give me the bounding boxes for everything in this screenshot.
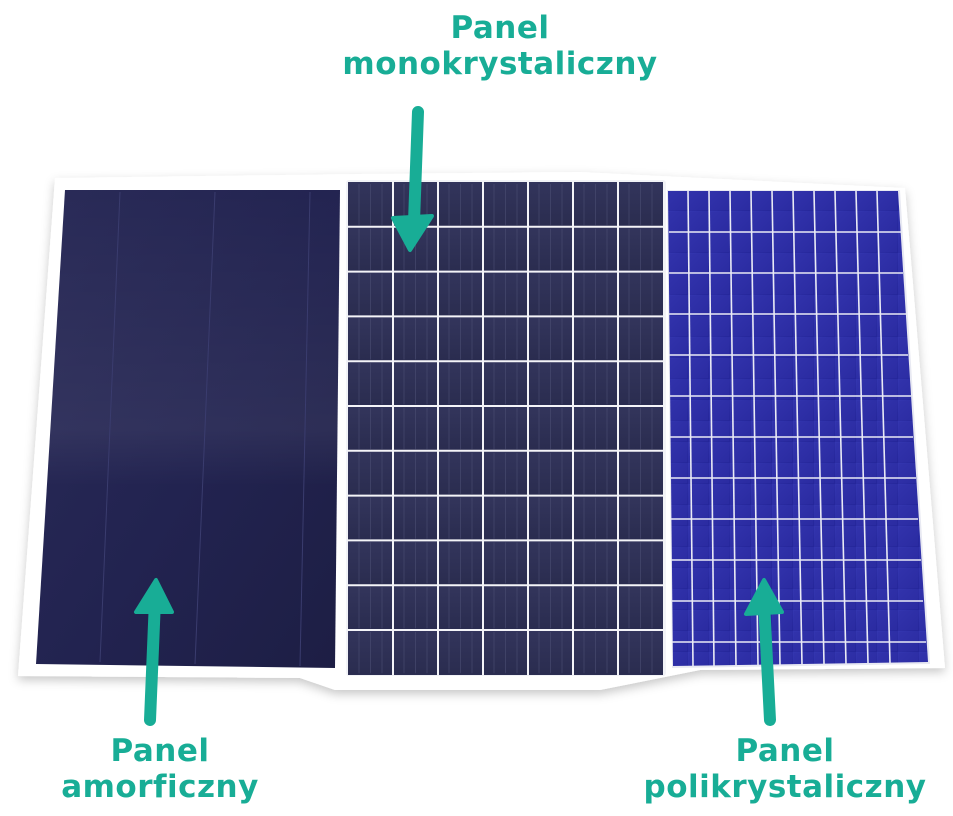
label-poli-line2: polikrystaliczny bbox=[643, 769, 927, 805]
monocrystalline-panel bbox=[346, 180, 666, 676]
label-mono-line1: Panel bbox=[450, 10, 550, 46]
label-mono-line2: monokrystaliczny bbox=[342, 46, 658, 82]
label-monocrystalline: Panel monokrystaliczny bbox=[300, 10, 700, 82]
arrow-down-icon bbox=[391, 106, 434, 252]
label-amorf-line1: Panel bbox=[110, 733, 210, 769]
label-amorf-line2: amorficzny bbox=[61, 769, 259, 805]
label-poli-line1: Panel bbox=[735, 733, 835, 769]
label-polycrystalline: Panel polikrystaliczny bbox=[625, 733, 945, 805]
arrow-up-icon bbox=[744, 578, 784, 726]
label-amorphous: Panel amorficzny bbox=[25, 733, 295, 805]
arrow-up-icon bbox=[134, 578, 174, 726]
polycrystalline-panel bbox=[667, 190, 930, 668]
amorphous-panel bbox=[36, 190, 340, 668]
